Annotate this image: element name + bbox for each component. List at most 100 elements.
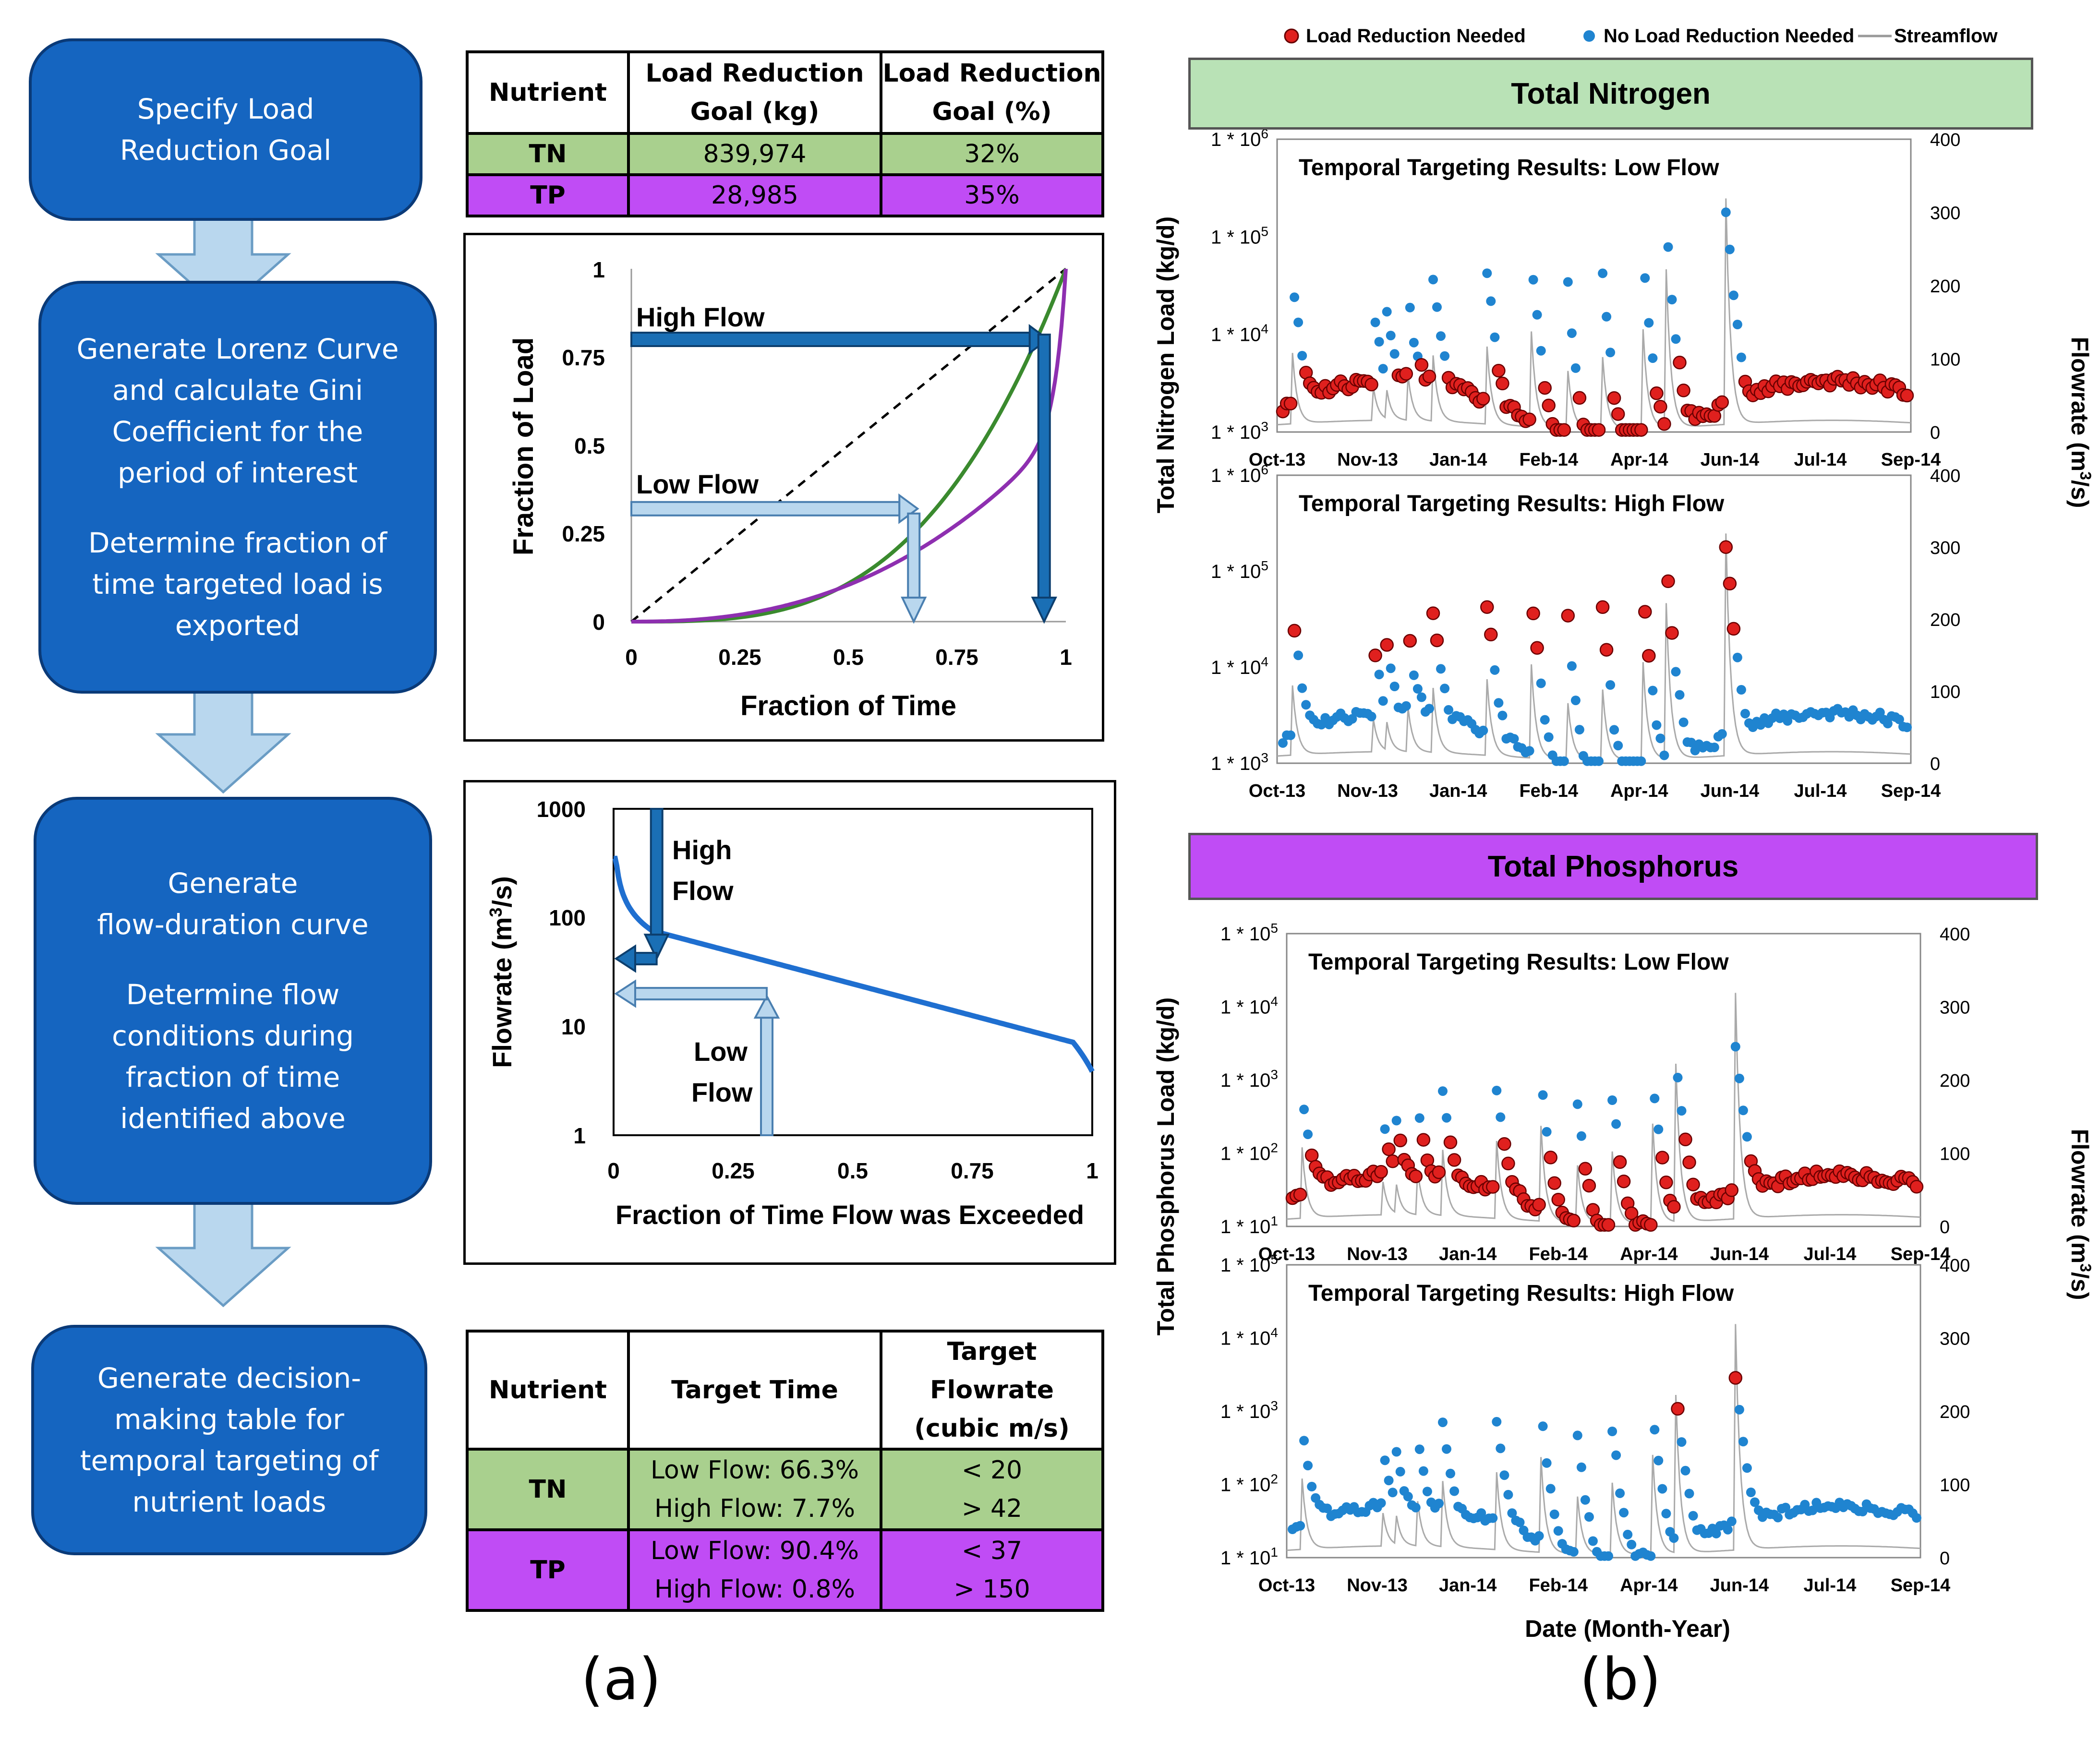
step2b-line3: exported xyxy=(175,609,301,642)
point-load-reduction-needed xyxy=(1409,1169,1423,1183)
point-no-reduction-needed xyxy=(1567,328,1577,338)
point-no-reduction-needed xyxy=(1734,1405,1744,1415)
target-tp-high: High Flow: 0.8% xyxy=(654,1575,856,1604)
fdc-high-down-arrowhead xyxy=(643,934,670,961)
spacer xyxy=(41,493,434,522)
point-no-reduction-needed xyxy=(1386,331,1396,340)
point-load-reduction-needed xyxy=(1592,423,1606,437)
point-no-reduction-needed xyxy=(1412,684,1423,694)
ytick-label: 1 * 101 xyxy=(1220,1213,1278,1237)
tp-flow-sup: 3 xyxy=(2077,1263,2094,1272)
goal-header-kg-l2: Goal (kg) xyxy=(690,97,820,126)
point-no-reduction-needed xyxy=(1391,1116,1401,1126)
ytick-exp: 5 xyxy=(1261,224,1268,239)
point-load-reduction-needed xyxy=(1414,358,1429,372)
point-load-reduction-needed xyxy=(1526,606,1540,621)
xtick-label: Feb-14 xyxy=(1519,450,1578,470)
fdc-chart: 1 10 100 1000 0 0.25 0.5 0.75 1 Fraction… xyxy=(463,780,1116,1265)
legend-red-label: Load Reduction Needed xyxy=(1306,25,1526,47)
tp-banner: Total Phosphorus xyxy=(1188,833,2038,900)
point-load-reduction-needed xyxy=(1430,633,1444,648)
goal-tn-nutrient: TN xyxy=(466,132,630,176)
panel-title: Temporal Targeting Results: High Flow xyxy=(1299,491,1725,516)
lorenz-svg: 0 0.25 0.5 0.75 1 0 0.25 0.5 0.75 1 Frac… xyxy=(508,257,1072,721)
point-load-reduction-needed xyxy=(1900,388,1914,403)
legend-red-dot xyxy=(1284,28,1299,44)
point-load-reduction-needed xyxy=(1661,574,1675,588)
target-header-flowrate: Target Flowrate (cubic m/s) xyxy=(880,1330,1104,1451)
point-no-reduction-needed xyxy=(1894,714,1904,724)
point-load-reduction-needed xyxy=(1416,1133,1431,1147)
ytick-label: 1 * 103 xyxy=(1211,419,1268,443)
point-no-reduction-needed xyxy=(1661,1509,1671,1519)
point-no-reduction-needed xyxy=(1655,733,1666,744)
low-flow-vertical-arrow xyxy=(907,512,921,599)
xtick-label: Jul-14 xyxy=(1794,450,1847,470)
fdc-yticks: 1 10 100 1000 xyxy=(537,797,586,1148)
point-load-reduction-needed xyxy=(1386,1154,1400,1168)
y2tick-label: 100 xyxy=(1930,350,1960,370)
ytick-base: 1 * 10 xyxy=(1211,561,1261,582)
point-no-reduction-needed xyxy=(1607,1427,1617,1436)
fdc-ytick-100: 100 xyxy=(549,905,586,930)
point-no-reduction-needed xyxy=(1650,1093,1660,1104)
point-no-reduction-needed xyxy=(1414,1444,1424,1454)
point-load-reduction-needed xyxy=(1380,638,1394,652)
point-load-reduction-needed xyxy=(1572,391,1587,405)
ytick-base: 1 * 10 xyxy=(1220,924,1271,945)
y2tick-label: 400 xyxy=(1940,1256,1970,1276)
point-no-reduction-needed xyxy=(1374,337,1384,347)
point-load-reduction-needed xyxy=(1368,648,1382,662)
y2tick-label: 400 xyxy=(1930,130,1960,150)
y2tick-label: 300 xyxy=(1930,204,1960,224)
target-tn-highrate: > 42 xyxy=(961,1494,1023,1523)
ytick-label: 1 * 104 xyxy=(1211,654,1268,678)
step-fdc: Generate flow-duration curve Determine f… xyxy=(34,797,432,1205)
point-load-reduction-needed xyxy=(1617,1174,1631,1189)
point-load-reduction-needed xyxy=(1283,396,1298,411)
point-no-reduction-needed xyxy=(1742,1132,1752,1142)
fdc-low-left-arrowhead xyxy=(614,979,636,1008)
high-flow-arrows xyxy=(630,324,1057,624)
xtick-label: Nov-13 xyxy=(1337,450,1398,470)
ytick-base: 1 * 10 xyxy=(1220,1070,1271,1091)
point-no-reduction-needed xyxy=(1299,1436,1309,1446)
ytick-exp: 3 xyxy=(1270,1398,1278,1413)
xtick-label: Oct-13 xyxy=(1249,450,1305,470)
point-no-reduction-needed xyxy=(1711,1528,1721,1538)
legend: Load Reduction Needed No Load Reduction … xyxy=(1284,25,1998,47)
point-no-reduction-needed xyxy=(1411,1502,1421,1513)
ytick-base: 1 * 10 xyxy=(1211,227,1261,248)
tn-ylabel: Total Nitrogen Load (kg/d) xyxy=(1152,216,1179,513)
target-tn-nutrient: TN xyxy=(466,1448,630,1531)
ytick-label: 1 * 103 xyxy=(1220,1067,1278,1091)
point-no-reduction-needed xyxy=(1740,708,1750,719)
tp-flowrate-label: Flowrate (m3/s) xyxy=(2066,1129,2094,1300)
equality-line xyxy=(630,268,1067,623)
goal-header-pct-l1: Load Reduction xyxy=(882,59,1101,88)
ytick-base: 1 * 10 xyxy=(1220,1401,1271,1422)
step4-line1: Generate decision- xyxy=(97,1362,362,1394)
panel-title: Temporal Targeting Results: Low Flow xyxy=(1308,949,1729,975)
point-no-reduction-needed xyxy=(1436,331,1446,341)
point-no-reduction-needed xyxy=(1388,1488,1398,1498)
step2a-line2: and calculate Gini xyxy=(112,374,363,407)
point-load-reduction-needed xyxy=(1501,1156,1515,1171)
fdc-ytick-1: 1 xyxy=(573,1123,586,1148)
point-no-reduction-needed xyxy=(1627,1539,1637,1549)
xtick-label: Jan-14 xyxy=(1429,781,1487,801)
lorenz-ytick-05: 0.5 xyxy=(574,433,605,458)
point-no-reduction-needed xyxy=(1297,351,1307,360)
point-no-reduction-needed xyxy=(1709,743,1719,752)
y2tick-label: 400 xyxy=(1930,466,1960,486)
point-no-reduction-needed xyxy=(1538,1421,1548,1431)
lorenz-xtick-025: 0.25 xyxy=(718,645,761,670)
lorenz-ylabel: Fraction of Load xyxy=(508,337,539,555)
y2tick-label: 300 xyxy=(1940,998,1970,1018)
target-tp-highrate: > 150 xyxy=(953,1575,1030,1604)
lorenz-yticks: 0 0.25 0.5 0.75 1 xyxy=(562,257,605,635)
point-no-reduction-needed xyxy=(1663,242,1673,252)
point-load-reduction-needed xyxy=(1547,1176,1561,1190)
lorenz-xtick-1: 1 xyxy=(1060,645,1072,670)
point-no-reduction-needed xyxy=(1515,1517,1525,1527)
